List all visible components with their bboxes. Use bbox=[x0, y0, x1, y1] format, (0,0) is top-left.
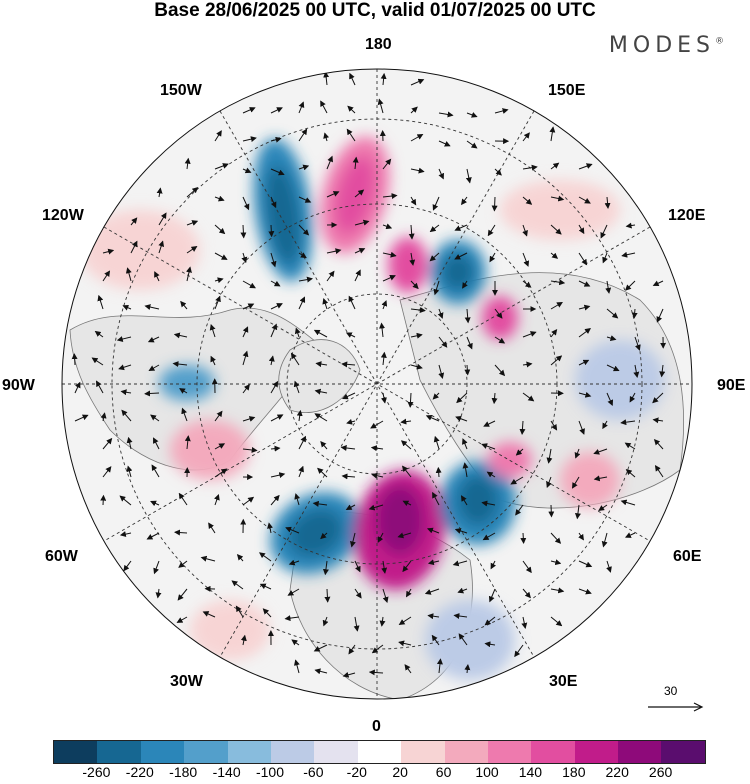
wind-vector-arrow bbox=[467, 365, 468, 375]
colorbar-tick-label: 180 bbox=[562, 764, 585, 780]
colorbar-tick-label: 100 bbox=[475, 764, 498, 780]
colorbar-swatch bbox=[401, 741, 444, 763]
colorbar-tick-label: 140 bbox=[519, 764, 542, 780]
colorbar-ticks: -260 -220 -180 -140 -100 -60 -20 20 60 100 140 180 2… bbox=[53, 764, 704, 784]
colorbar-tick-label: 260 bbox=[649, 764, 672, 780]
colorbar-swatch bbox=[618, 741, 661, 763]
wind-vector-arrow bbox=[74, 354, 75, 365]
wind-vector-arrow bbox=[271, 225, 272, 236]
colorbar-swatch bbox=[54, 741, 97, 763]
lon-label-90w: 90W bbox=[2, 377, 35, 395]
lon-label-30e: 30E bbox=[549, 673, 577, 691]
lon-label-150w: 150W bbox=[160, 82, 202, 100]
lon-label-60e: 60E bbox=[673, 548, 701, 566]
lon-label-120e: 120E bbox=[668, 207, 705, 225]
colorbar-tick-label: -60 bbox=[303, 764, 323, 780]
wind-vector-arrow bbox=[103, 496, 104, 505]
colorbar-swatch bbox=[488, 741, 531, 763]
lon-label-150e: 150E bbox=[548, 82, 585, 100]
colorbar-swatch bbox=[271, 741, 314, 763]
colorbar-swatch bbox=[184, 741, 227, 763]
vector-scale-label: 30 bbox=[664, 684, 677, 698]
wind-vector-arrow bbox=[243, 225, 244, 238]
lon-label-30w: 30W bbox=[170, 673, 203, 691]
colorbar-tick-label: -220 bbox=[126, 764, 154, 780]
colorbar-swatch bbox=[661, 741, 704, 763]
colorbar-swatch bbox=[575, 741, 618, 763]
lon-label-90e: 90E bbox=[717, 377, 745, 395]
wind-vector-arrow bbox=[438, 468, 439, 477]
wind-vector-arrow bbox=[551, 505, 552, 517]
colorbar-swatch bbox=[97, 741, 140, 763]
wind-vector-arrow bbox=[523, 533, 524, 543]
colorbar-swatch bbox=[531, 741, 574, 763]
colorbar-tick-label: 60 bbox=[436, 764, 452, 780]
colorbar-tick-label: -260 bbox=[82, 764, 110, 780]
colorbar-tick-label: 20 bbox=[392, 764, 408, 780]
colorbar-swatch bbox=[358, 741, 401, 763]
lon-label-60w: 60W bbox=[45, 548, 78, 566]
colorbar-swatch bbox=[228, 741, 271, 763]
lon-label-0: 0 bbox=[372, 718, 381, 736]
colorbar-swatch bbox=[141, 741, 184, 763]
wind-vector-arrow bbox=[494, 197, 495, 211]
colorbar-tick-label: 220 bbox=[606, 764, 629, 780]
colorbar-tick-label: -100 bbox=[256, 764, 284, 780]
colorbar-tick-label: -20 bbox=[347, 764, 367, 780]
colorbar-swatch bbox=[314, 741, 357, 763]
lon-label-120w: 120W bbox=[42, 207, 84, 225]
wind-vector-arrow bbox=[327, 589, 328, 602]
lon-label-180: 180 bbox=[365, 36, 392, 54]
colorbar-tick-label: -180 bbox=[169, 764, 197, 780]
colorbar-swatch bbox=[445, 741, 488, 763]
colorbar bbox=[53, 740, 706, 764]
vector-scale-arrow-icon bbox=[646, 700, 706, 714]
colorbar-tick-label: -140 bbox=[213, 764, 241, 780]
